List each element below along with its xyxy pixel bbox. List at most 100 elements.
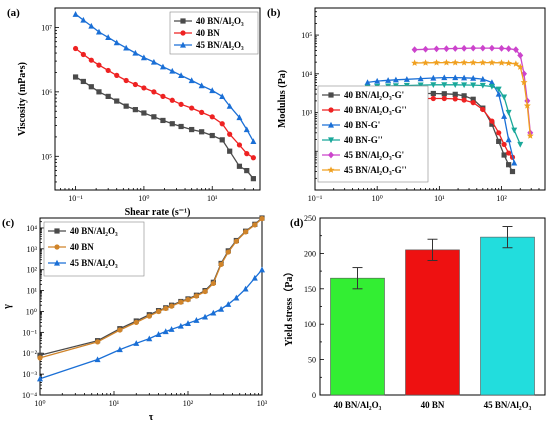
x-tick-label: 10²	[183, 399, 194, 408]
data-point	[488, 44, 495, 52]
data-point	[461, 74, 468, 81]
data-point	[114, 72, 120, 78]
data-point	[178, 299, 184, 305]
legend-label: 40 BN	[196, 28, 220, 38]
data-point	[489, 121, 495, 127]
data-point	[505, 45, 512, 53]
data-point	[470, 75, 477, 81]
data-point	[202, 313, 209, 320]
legend-label: 45 BN/Al₂O₃	[70, 258, 118, 268]
data-point	[188, 77, 195, 84]
x-tick-label: 10⁰	[34, 399, 45, 408]
data-point	[526, 132, 534, 139]
data-point	[470, 44, 477, 52]
y-tick-label: 250	[304, 214, 316, 223]
legend-label: 45 BN/Al₂O₃	[196, 40, 244, 50]
data-point	[88, 84, 94, 90]
data-point	[113, 39, 120, 46]
data-point	[209, 132, 215, 139]
plot-frame	[54, 7, 261, 191]
data-point	[479, 44, 486, 52]
y-axis-label: Yield stress（Pa）	[282, 267, 295, 347]
data-point	[244, 167, 250, 174]
data-point	[392, 76, 399, 83]
y-tick-label: 150	[304, 285, 316, 294]
panel-label: (a)	[7, 7, 20, 19]
x-tick-label: 10³	[257, 399, 268, 408]
data-point	[488, 79, 495, 85]
legend-marker	[328, 121, 334, 128]
x-category-label: 40 BN/Al₂O₃	[334, 400, 382, 410]
data-point	[155, 308, 162, 315]
data-point	[88, 57, 94, 63]
data-point	[141, 85, 147, 91]
data-point	[495, 86, 502, 93]
data-point	[452, 74, 459, 81]
data-point	[209, 87, 216, 94]
data-point	[219, 93, 226, 99]
x-tick-label: 10⁰	[138, 194, 149, 203]
data-point	[511, 159, 518, 166]
data-point	[433, 59, 440, 66]
data-point	[150, 58, 157, 65]
data-point	[218, 261, 224, 267]
legend-label: 40 BN/Al₂O₃-G''	[344, 105, 407, 115]
y-tick-label: 0	[312, 391, 316, 400]
data-point	[132, 49, 139, 56]
data-point	[72, 74, 79, 80]
legend-label: 45 BN/Al₂O₃-G''	[344, 165, 407, 175]
data-point	[496, 138, 502, 144]
data-point	[250, 155, 256, 161]
data-point	[505, 136, 512, 143]
data-point	[210, 309, 217, 316]
y-tick-label: 10³	[302, 109, 313, 118]
data-point	[443, 45, 450, 53]
data-point	[80, 16, 87, 23]
data-point	[117, 327, 123, 333]
data-point	[94, 356, 101, 363]
data-point	[501, 141, 507, 148]
y-tick-label: 10⁴	[26, 224, 37, 233]
legend-box	[317, 85, 429, 183]
data-point	[198, 82, 205, 89]
x-tick-label: 10⁻¹	[68, 194, 83, 203]
y-tick-label: 10⁵	[41, 152, 52, 161]
data-point	[469, 59, 477, 66]
data-point	[236, 163, 243, 169]
data-point	[123, 44, 130, 51]
data-point	[470, 96, 476, 102]
data-point	[417, 82, 424, 89]
legend-marker	[54, 244, 60, 250]
legend-label: 40 BN/Al₂O₃	[196, 16, 244, 26]
legend-marker	[328, 137, 334, 144]
data-point	[37, 352, 43, 358]
data-point	[433, 45, 440, 53]
data-point	[159, 63, 166, 70]
x-tick-label: 10²	[496, 194, 507, 203]
x-tick-label: 10¹	[207, 194, 218, 203]
y-tick-label: 100	[304, 320, 316, 329]
data-point	[242, 229, 249, 235]
data-point	[242, 285, 249, 292]
data-point	[479, 59, 487, 66]
y-tick-label: 10³	[27, 245, 38, 254]
data-point	[403, 76, 410, 82]
data-point	[160, 93, 166, 99]
data-point	[219, 137, 225, 143]
data-point	[96, 62, 102, 68]
legend-marker	[328, 92, 334, 98]
data-point	[460, 59, 468, 66]
x-axis-label: τ	[149, 412, 154, 423]
data-point	[496, 130, 502, 136]
x-tick-label: 10¹	[434, 194, 445, 203]
x-tick-label: 10¹	[109, 399, 120, 408]
data-point	[517, 51, 524, 59]
data-point	[461, 82, 468, 89]
x-tick-label: 10⁻¹	[308, 194, 323, 203]
data-point	[151, 114, 157, 120]
data-point	[163, 305, 169, 312]
y-axis-label: Viscosity (mPa•s)	[17, 62, 28, 136]
data-point	[219, 121, 225, 127]
data-point	[132, 81, 138, 88]
data-point	[141, 110, 147, 116]
